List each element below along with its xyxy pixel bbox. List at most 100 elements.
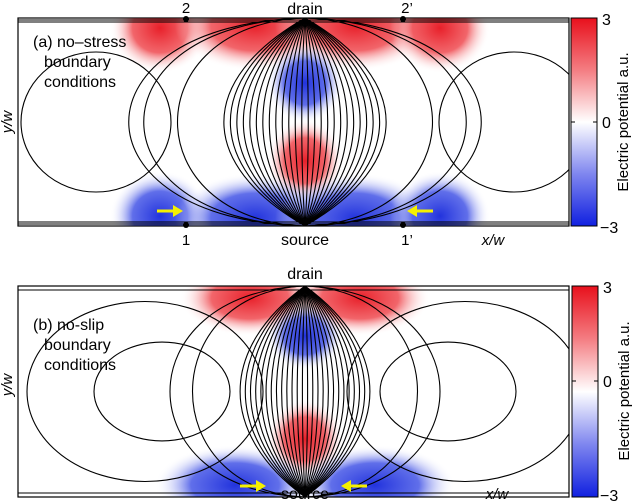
panel-a: drain source 2 2’ 1 1’ (a) no–stress bou…	[0, 0, 632, 249]
streamline	[304, 286, 314, 497]
streamline	[304, 18, 467, 226]
streamline	[192, 286, 306, 497]
streamline	[304, 286, 309, 497]
streamline	[250, 286, 306, 497]
streamline	[223, 18, 306, 226]
colorbar-b-label: Electric potential a.u.	[616, 321, 633, 460]
streamline	[304, 18, 322, 226]
streamline	[304, 18, 434, 226]
arrow-left-icon	[407, 205, 433, 217]
streamline	[304, 286, 441, 497]
colorbar-a-max: 3	[602, 12, 611, 29]
streamline	[304, 18, 482, 226]
plot-frame-b	[17, 285, 570, 498]
streamline	[275, 18, 306, 226]
streamline	[304, 286, 350, 497]
vortex-loop	[20, 51, 172, 193]
arrow-right-icon	[157, 205, 183, 217]
streamline	[304, 286, 324, 497]
streamline	[143, 18, 306, 226]
streamline	[304, 18, 348, 226]
streamline	[128, 18, 306, 226]
potential-blob	[155, 445, 315, 497]
panel-b: drain source (b) no-slip boundary condit…	[0, 266, 633, 501]
point-1p-label: 1’	[401, 232, 413, 249]
streamline	[304, 286, 366, 497]
streamline	[304, 18, 387, 226]
streamline	[304, 286, 340, 497]
streamline	[281, 18, 306, 226]
streamline	[301, 18, 306, 226]
potential-blob	[267, 43, 343, 123]
vortex-loop	[379, 341, 517, 442]
streamline	[304, 286, 355, 497]
streamline	[255, 286, 306, 497]
panel-b-title-line1: (b) no-slip	[33, 317, 104, 334]
point-2p-label: 2’	[401, 0, 413, 17]
streamline	[304, 18, 355, 226]
xlabel-b: x/w	[485, 486, 510, 501]
streamline	[301, 286, 306, 497]
streamline	[239, 286, 306, 497]
source-label-a: source	[281, 232, 329, 249]
potential-map-b	[155, 286, 455, 497]
streamline	[281, 286, 306, 497]
plot-frame-a	[17, 17, 570, 227]
streamline	[296, 286, 306, 497]
streamline	[229, 18, 306, 226]
vortex-loop	[438, 51, 569, 193]
streamline	[265, 286, 306, 497]
streamline	[304, 18, 335, 226]
potential-blob	[295, 445, 455, 497]
point-2-marker	[183, 16, 189, 22]
point-2-label: 2	[182, 0, 190, 17]
vortex-loop	[26, 300, 264, 483]
streamline	[304, 286, 319, 497]
streamline	[249, 18, 306, 226]
streamline	[304, 18, 329, 226]
panel-b-title-line2: boundary	[44, 337, 111, 354]
arrow-right-icon	[240, 480, 266, 492]
panel-a-title-line2: boundary	[44, 54, 111, 71]
point-1p-marker	[400, 222, 406, 228]
drain-label-b: drain	[287, 266, 323, 283]
arrow-left-icon	[341, 480, 367, 492]
streamline	[244, 286, 306, 497]
ylabel-a: y/w	[0, 110, 16, 135]
streamline	[270, 286, 306, 497]
streamline	[304, 18, 309, 226]
streamlines-a	[18, 18, 569, 226]
streamline	[304, 18, 374, 226]
streamline	[236, 18, 306, 226]
vortex-loop	[93, 341, 231, 442]
colorbar-a-min: −3	[600, 220, 618, 237]
panel-a-title-line3: conditions	[44, 74, 116, 91]
streamline	[268, 18, 306, 226]
potential-blob	[390, 18, 490, 73]
streamline	[169, 286, 306, 497]
panel-a-title-line1: (a) no–stress	[33, 34, 126, 51]
streamline	[286, 286, 306, 497]
colorbar-a	[570, 17, 598, 227]
streamline	[260, 286, 306, 497]
streamline	[304, 18, 368, 226]
streamline	[304, 18, 316, 226]
streamline	[288, 18, 306, 226]
colorbar-a-label: Electric potential a.u.	[615, 52, 632, 191]
streamline	[304, 286, 360, 497]
xlabel-a: x/w	[481, 232, 506, 249]
streamline	[304, 286, 418, 497]
point-1-label: 1	[182, 232, 190, 249]
vortex-loop	[346, 300, 569, 483]
streamline	[255, 18, 306, 226]
streamline	[304, 286, 329, 497]
streamline	[304, 286, 371, 497]
streamline	[262, 18, 306, 226]
colorbar-b-max: 3	[603, 280, 612, 297]
streamline	[294, 18, 306, 226]
streamline	[242, 18, 306, 226]
colorbar-b-min: −3	[600, 488, 618, 501]
streamline	[275, 286, 306, 497]
streamline	[304, 286, 345, 497]
